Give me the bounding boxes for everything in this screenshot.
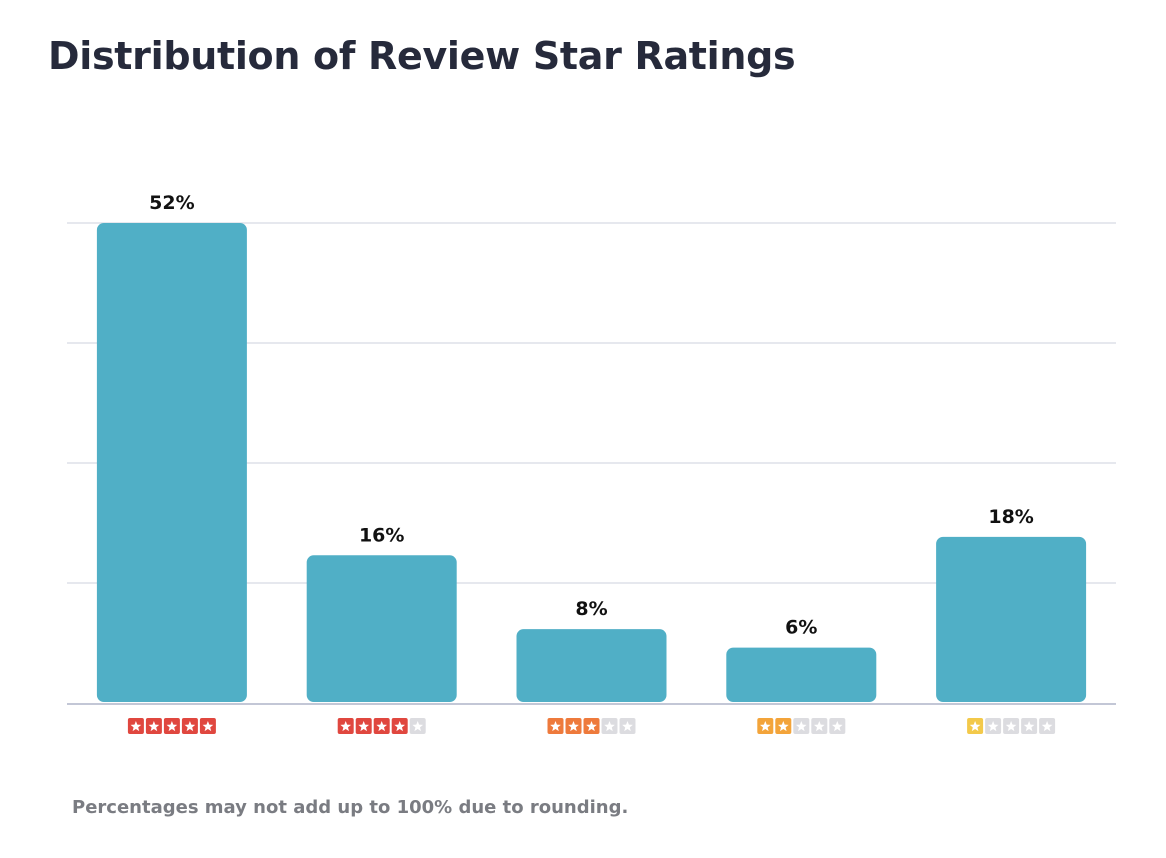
bars bbox=[96, 223, 1087, 702]
bar-2-star bbox=[726, 647, 877, 702]
star-rating-3 bbox=[547, 718, 636, 734]
star-icon bbox=[130, 721, 142, 732]
star-rating-5 bbox=[127, 718, 216, 734]
star-icon bbox=[1023, 721, 1035, 732]
star-icon bbox=[622, 721, 633, 732]
star-rating-1 bbox=[967, 718, 1056, 734]
star-rating-labels bbox=[127, 718, 1056, 734]
star-rating-2 bbox=[757, 718, 846, 734]
star-icon bbox=[604, 721, 615, 732]
star-icon bbox=[987, 721, 999, 732]
bar-chart: 52% 16% 8% 6% 18% bbox=[67, 192, 1116, 734]
data-label: 18% bbox=[988, 506, 1033, 528]
star-icon bbox=[1005, 721, 1017, 732]
bar-1-star bbox=[936, 536, 1087, 702]
star-icon bbox=[795, 721, 807, 732]
star-rating-4 bbox=[337, 718, 426, 734]
star-icon bbox=[340, 721, 352, 732]
star-icon bbox=[568, 721, 579, 732]
star-icon bbox=[586, 721, 597, 732]
bar-4-star bbox=[306, 555, 457, 702]
star-icon bbox=[202, 721, 214, 732]
data-label: 8% bbox=[575, 598, 607, 620]
star-icon bbox=[813, 721, 825, 732]
data-label: 6% bbox=[785, 617, 817, 639]
star-icon bbox=[166, 721, 178, 732]
star-icon bbox=[148, 721, 160, 732]
star-icon bbox=[376, 721, 388, 732]
data-labels: 52% 16% 8% 6% 18% bbox=[149, 192, 1034, 639]
star-icon bbox=[184, 721, 196, 732]
star-icon bbox=[358, 721, 370, 732]
footnote: Percentages may not add up to 100% due t… bbox=[72, 797, 629, 818]
star-icon bbox=[1041, 721, 1053, 732]
star-icon bbox=[550, 721, 561, 732]
star-icon bbox=[777, 721, 789, 732]
chart-title: Distribution of Review Star Ratings bbox=[48, 34, 796, 78]
star-icon bbox=[831, 721, 843, 732]
data-label: 16% bbox=[359, 524, 404, 546]
star-icon bbox=[969, 721, 981, 732]
star-icon bbox=[394, 721, 406, 732]
bar-5-star bbox=[96, 223, 247, 702]
star-icon bbox=[759, 721, 771, 732]
bar-3-star bbox=[516, 629, 667, 702]
data-label: 52% bbox=[149, 192, 194, 214]
star-icon bbox=[412, 721, 424, 732]
